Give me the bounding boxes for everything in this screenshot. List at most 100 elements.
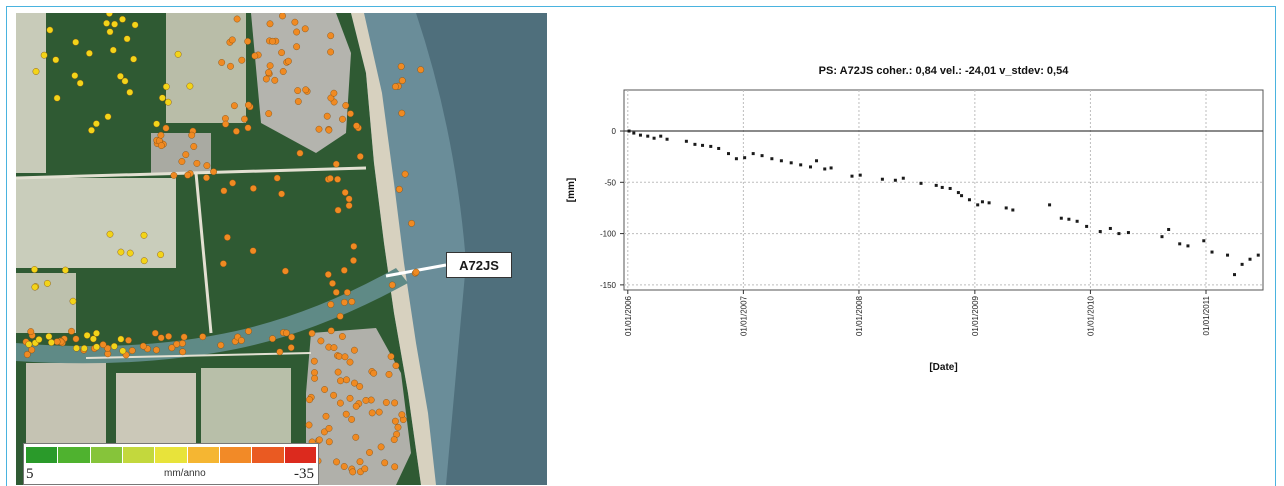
ps-map-point — [72, 38, 80, 46]
ps-map-point — [269, 335, 276, 343]
ps-map-point — [139, 342, 147, 350]
ps-map-point — [265, 69, 273, 76]
ps-map-point — [210, 168, 218, 176]
legend-min-label: 5 — [26, 466, 34, 482]
ps-map-point — [317, 337, 325, 345]
ps-map-point — [343, 288, 351, 296]
ps-map-point — [327, 48, 334, 56]
ps-map-point — [391, 417, 399, 425]
data-point — [1167, 227, 1171, 231]
ps-map-point — [370, 369, 378, 377]
ps-map-point — [352, 402, 360, 410]
ps-map-point — [392, 362, 400, 369]
ps-map-point — [293, 43, 300, 51]
ps-map-point — [251, 52, 259, 60]
ps-map-point — [265, 110, 273, 118]
data-point — [726, 152, 730, 156]
ps-map-point — [106, 28, 114, 36]
ps-map-point — [417, 66, 425, 74]
ps-map-point — [153, 120, 161, 128]
ps-map-point — [382, 399, 390, 406]
ps-map-point — [158, 94, 166, 102]
ps-map-point — [362, 396, 370, 404]
ps-map-point — [350, 257, 357, 264]
canal — [16, 268, 408, 364]
ps-map-point — [109, 46, 117, 54]
data-point — [1108, 226, 1112, 230]
data-point — [956, 191, 960, 195]
data-point — [632, 131, 636, 135]
ps-map-point — [106, 13, 113, 17]
ps-map-point — [140, 257, 148, 265]
ps-points-layer — [22, 13, 425, 476]
legend-color-bar — [26, 447, 316, 463]
ps-map-point — [244, 37, 252, 45]
ps-map-point — [168, 344, 176, 352]
ps-map-point — [356, 458, 364, 466]
ps-map-point — [157, 251, 165, 259]
ps-map-point — [345, 202, 353, 210]
ps-map-point — [412, 268, 420, 276]
data-point — [1178, 242, 1182, 246]
ps-map-point — [106, 230, 114, 238]
data-point — [638, 133, 642, 137]
ps-map-point — [249, 184, 257, 192]
ps-map-point — [327, 327, 335, 335]
ps-map-point — [296, 149, 304, 157]
legend-color-swatch — [122, 447, 156, 463]
ps-map-point — [320, 428, 328, 436]
ps-map-point — [111, 20, 119, 28]
data-point — [743, 156, 747, 160]
ps-map-point — [83, 331, 91, 339]
chart-svg: PS: A72JS coher.: 0,84 vel.: -24,01 v_st… — [566, 65, 1264, 373]
ps-map-point — [184, 171, 192, 179]
legend-color-swatch — [284, 447, 316, 463]
data-point — [901, 176, 905, 180]
ps-map-point — [351, 379, 358, 387]
ps-map-point — [99, 341, 107, 348]
ps-map-point — [391, 399, 398, 407]
data-point — [684, 139, 688, 143]
ps-map-point — [110, 342, 118, 350]
ps-map-point — [334, 368, 342, 376]
ps-map-point — [80, 344, 88, 352]
ps-map-point — [227, 62, 234, 70]
ps-map-point — [345, 195, 353, 203]
ps-map-point — [230, 102, 238, 110]
ps-map-point — [397, 63, 405, 70]
ps-map-point — [293, 28, 300, 36]
ps-map-point — [321, 386, 328, 393]
ps-map-point — [178, 339, 186, 347]
x-tick-label: 01/01/2007 — [739, 295, 748, 336]
legend-max-label: -35 — [294, 466, 314, 482]
data-point — [1256, 253, 1260, 257]
ps-map-point — [291, 18, 299, 26]
ps-map-point — [88, 126, 95, 134]
data-point — [1210, 250, 1214, 254]
ps-map-point — [23, 351, 31, 358]
data-point — [809, 165, 813, 169]
ps-map-point — [193, 159, 201, 167]
ps-map-point — [273, 174, 281, 182]
data-point — [1240, 262, 1244, 266]
ps-map-point — [302, 86, 310, 94]
ps-map-point — [25, 340, 33, 348]
ps-map-point — [73, 344, 80, 352]
data-point — [779, 159, 783, 163]
ps-map-point — [117, 335, 125, 343]
data-point — [1085, 224, 1089, 228]
legend-unit-label: mm/anno — [164, 468, 206, 479]
ps-map-point — [245, 327, 252, 335]
ps-map-point — [40, 51, 48, 59]
ps-map-point — [288, 333, 295, 341]
ps-map-point — [203, 174, 210, 182]
ps-map-point — [53, 94, 61, 102]
ps-map-point — [53, 338, 61, 346]
ps-map-point — [347, 110, 354, 118]
ps-map-point — [327, 301, 335, 308]
ps-map-point — [45, 333, 53, 340]
ps-map-point — [228, 36, 236, 44]
ps-map-point — [90, 335, 97, 343]
field-light — [26, 363, 106, 443]
ps-map-point — [190, 143, 198, 150]
